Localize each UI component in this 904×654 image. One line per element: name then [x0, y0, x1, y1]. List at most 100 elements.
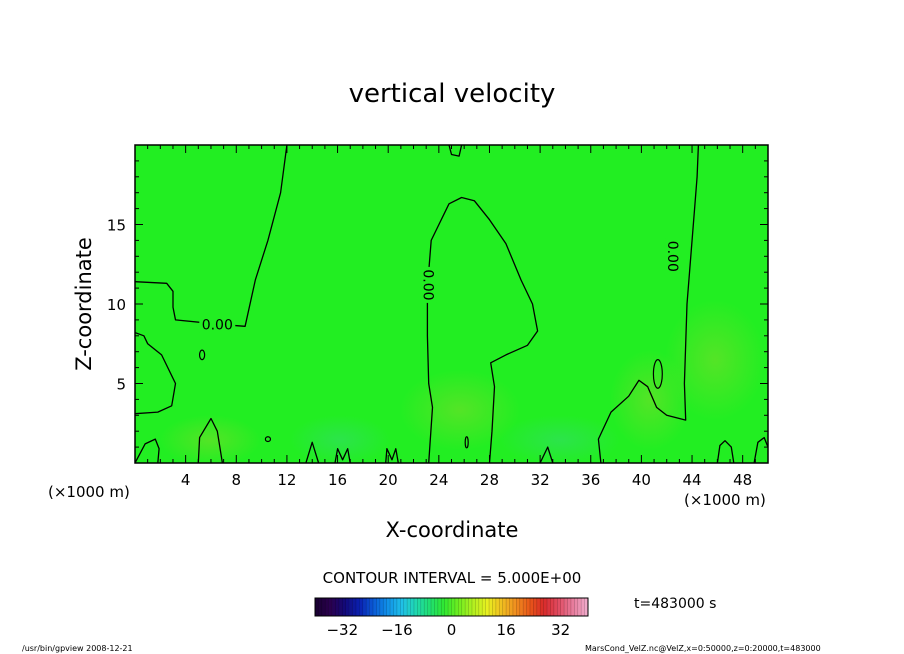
colorbar-cell: [366, 598, 370, 616]
contour-closed-2: [652, 359, 663, 389]
contour-line-12: [448, 145, 463, 157]
contour-line-11: [753, 436, 768, 463]
x-tick-label: 16: [328, 471, 347, 489]
colorbar-cell: [321, 598, 326, 616]
x-tick-label: 20: [379, 471, 398, 489]
colorbar-cell: [444, 598, 449, 616]
colorbar-cell: [509, 598, 514, 616]
colorbar-cell: [417, 598, 422, 616]
y-tick-label: 15: [107, 217, 126, 235]
colorbar-cell: [355, 598, 360, 616]
colorbar-cell: [362, 598, 367, 616]
footer-right: MarsCond_VelZ.nc@VelZ,x=0:50000,z=0:2000…: [585, 644, 821, 653]
colorbar-cell: [516, 598, 521, 616]
x-axis: 4 8 12 16 20 24 28 32 36 40 44 48: [147, 145, 756, 489]
colorbar-cell: [383, 598, 387, 616]
contour-label-1: 0.00: [420, 269, 436, 300]
colorbar-cell: [533, 598, 538, 616]
contour-label-bg-1: [420, 266, 437, 303]
x-tick-label: 32: [531, 471, 550, 489]
colorbar-tick-label: 16: [497, 621, 516, 639]
colorbar-cell: [499, 598, 503, 616]
colorbar-cell: [471, 598, 476, 616]
colorbar-cell: [506, 598, 510, 616]
x-unit-right: (×1000 m): [684, 491, 766, 509]
colorbar-cell: [458, 598, 463, 616]
colorbar-cell: [373, 598, 377, 616]
colorbar-cell: [407, 598, 411, 616]
x-tick-label: 44: [682, 471, 701, 489]
colorbar-cell: [427, 598, 432, 616]
colorbar-cell: [461, 598, 466, 616]
colorbar-cell: [557, 598, 561, 616]
colorbar-cell: [431, 598, 435, 616]
colorbar-cell: [536, 598, 541, 616]
contour-line-8: [305, 441, 320, 463]
y-axis-label: Z-coordinate: [72, 237, 96, 371]
colorbar-frame: [314, 597, 589, 617]
x-axis-label: X-coordinate: [386, 518, 519, 542]
colorbar-cell: [540, 598, 544, 616]
colorbar-cell: [437, 598, 442, 616]
contour-line-3: [197, 417, 224, 463]
colorbar-cell: [454, 598, 459, 616]
contour-label-0: 0.00: [202, 318, 233, 334]
y-tick-label: 10: [107, 296, 126, 314]
colorbar-cell: [345, 598, 350, 616]
colorbar-cell: [315, 598, 319, 616]
colorbar-cell: [574, 598, 579, 616]
colorbar-cell: [495, 598, 500, 616]
colorbar-cell: [379, 598, 384, 616]
colorbar-cell: [349, 598, 353, 616]
colorbar-cell: [335, 598, 340, 616]
colorbar-cell: [424, 598, 428, 616]
x-tick-label: 8: [232, 471, 242, 489]
colorbar-cell: [376, 598, 381, 616]
colorbar-cell: [338, 598, 343, 616]
colorbar-cell: [547, 598, 551, 616]
colorbar-cell: [550, 598, 555, 616]
contour-closed-1: [264, 436, 272, 443]
colorbar-cell: [400, 598, 405, 616]
x-tick-label: 12: [277, 471, 296, 489]
colorbar-cell: [441, 598, 445, 616]
colorbar-cell: [403, 598, 408, 616]
colorbar-cell: [553, 598, 558, 616]
colorbar-cell: [512, 598, 517, 616]
contour-line-10: [716, 440, 735, 463]
y-tick-label: 5: [116, 376, 126, 394]
colorbar-cell: [352, 598, 357, 616]
contour-label-bg-0: [199, 316, 236, 333]
contour-closed-3: [464, 436, 469, 449]
colorbar-cell: [359, 598, 364, 616]
colorbar-cell: [393, 598, 398, 616]
colorbar-cell: [570, 598, 575, 616]
contour-line-4: [426, 196, 539, 463]
contour-line-9: [539, 446, 554, 463]
colorbar-cell: [434, 598, 439, 616]
x-tick-label: 28: [480, 471, 499, 489]
colorbar-cell: [396, 598, 401, 616]
colorbar-cell: [413, 598, 418, 616]
colorbar-cell: [328, 598, 333, 616]
colorbar-ticks: −32 −16 0 16 32: [326, 621, 570, 639]
contour-line-6: [385, 448, 399, 463]
colorbar-cell: [526, 598, 531, 616]
contour-interval-label: CONTOUR INTERVAL = 5.000E+00: [323, 569, 582, 587]
contour-labels: 0.00 0.00 0.00: [199, 238, 682, 334]
colorbar-cell: [577, 598, 582, 616]
colorbar-cell: [564, 598, 568, 616]
colorbar-cell: [420, 598, 425, 616]
colorbar-cell: [448, 598, 452, 616]
colorbar-cell: [492, 598, 497, 616]
footer-left: /usr/bin/gpview 2008-12-21: [22, 644, 133, 653]
colorbar-cell: [465, 598, 469, 616]
chart-title: vertical velocity: [349, 79, 556, 109]
colorbar-cell: [325, 598, 329, 616]
colorbar-cell: [584, 598, 589, 616]
x-unit-left: (×1000 m): [48, 483, 130, 501]
colorbar-cell: [468, 598, 473, 616]
x-tick-label: 48: [733, 471, 752, 489]
contour-label-2: 0.00: [664, 241, 680, 272]
